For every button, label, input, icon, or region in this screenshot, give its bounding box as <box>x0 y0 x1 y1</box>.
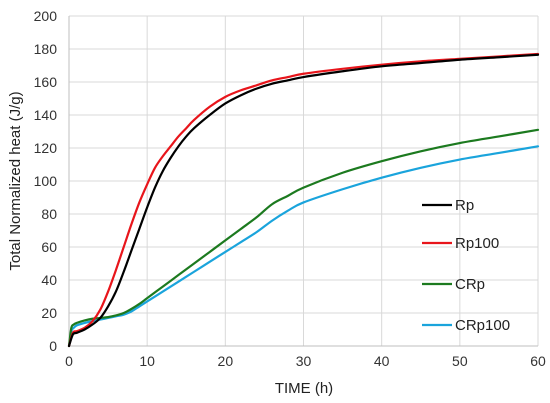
y-tick-label: 0 <box>49 338 57 354</box>
x-axis-title: TIME (h) <box>275 380 333 397</box>
legend-label-crp100: CRp100 <box>455 317 510 334</box>
y-tick-label: 160 <box>34 74 58 90</box>
x-tick-label: 40 <box>374 353 390 369</box>
series-line-rp <box>67 53 540 348</box>
y-tick-label: 80 <box>41 206 57 222</box>
series-line-crp <box>67 128 540 348</box>
y-axis-title: Total Normalized heat (J/g) <box>7 91 24 270</box>
series-line-crp100 <box>67 145 540 348</box>
grid <box>69 15 539 346</box>
x-tick-label: 20 <box>218 353 234 369</box>
axes: 0 20 40 60 80 100 120 140 160 180 200 0 10 20 30 40 50 60 <box>34 8 546 369</box>
y-tick-label: 200 <box>34 8 58 24</box>
legend: Rp Rp100 CRp CRp100 <box>422 197 510 334</box>
x-tick-label: 30 <box>296 353 312 369</box>
y-tick-label: 60 <box>41 239 57 255</box>
y-tick-label: 100 <box>34 173 58 189</box>
legend-label-rp100: Rp100 <box>455 235 499 252</box>
y-tick-label: 180 <box>34 41 58 57</box>
y-tick-label: 40 <box>41 272 57 288</box>
y-tick-label: 20 <box>41 305 57 321</box>
x-tick-label: 50 <box>452 353 468 369</box>
series-lines <box>67 52 540 348</box>
legend-label-rp: Rp <box>455 197 474 214</box>
y-tick-label: 140 <box>34 107 58 123</box>
x-tick-label: 60 <box>530 353 546 369</box>
x-tick-label: 10 <box>139 353 155 369</box>
legend-label-crp: CRp <box>455 276 485 293</box>
x-tick-label: 0 <box>65 353 73 369</box>
series-line-rp100 <box>67 52 540 348</box>
y-tick-label: 120 <box>34 140 58 156</box>
